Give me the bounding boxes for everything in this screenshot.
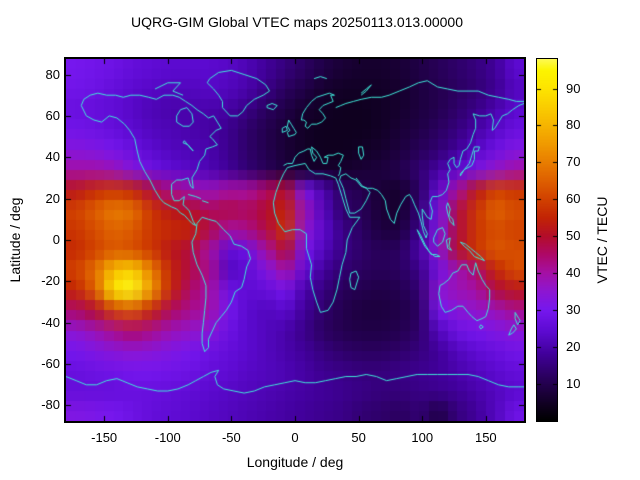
colorbar-tick-label: 20 <box>566 338 581 354</box>
colorbar-tick-label: 30 <box>566 301 581 317</box>
colorbar-tick-label: 80 <box>566 116 581 132</box>
x-tick-label: -100 <box>154 430 181 445</box>
colorbar-label: VTEC / TECU <box>594 196 610 284</box>
vtec-heatmap-canvas <box>66 59 524 421</box>
colorbar-tick-label: 40 <box>566 264 581 280</box>
y-tick-label: 60 <box>45 107 60 123</box>
x-tick-label: 50 <box>351 430 366 445</box>
colorbar-tick-label: 90 <box>566 80 581 96</box>
y-tick-label: -20 <box>41 273 60 289</box>
x-tick-label: -150 <box>91 430 118 445</box>
y-tick-label: 20 <box>45 190 60 206</box>
colorbar-tick-label: 60 <box>566 190 581 206</box>
y-tick-label: 40 <box>45 149 60 165</box>
x-tick-label: 0 <box>291 430 299 445</box>
colorbar-frame <box>536 58 558 422</box>
colorbar-gradient-canvas <box>537 59 557 421</box>
y-tick-label: -40 <box>41 314 60 330</box>
x-tick-label: 150 <box>474 430 497 445</box>
y-tick-label: -60 <box>41 356 60 372</box>
colorbar-tick-label: 10 <box>566 375 581 391</box>
plot-frame <box>64 57 526 423</box>
x-axis-label: Longitude / deg <box>246 454 344 470</box>
chart-title: UQRG-GIM Global VTEC maps 20250113.013.0… <box>130 14 464 30</box>
x-tick-label: 100 <box>411 430 434 445</box>
colorbar-tick-label: 50 <box>566 227 581 243</box>
colorbar-tick-label: 70 <box>566 153 581 169</box>
x-tick-label: -50 <box>221 430 241 445</box>
y-tick-label: 0 <box>52 232 60 247</box>
y-tick-label: -80 <box>41 397 60 413</box>
y-tick-label: 80 <box>45 66 60 82</box>
